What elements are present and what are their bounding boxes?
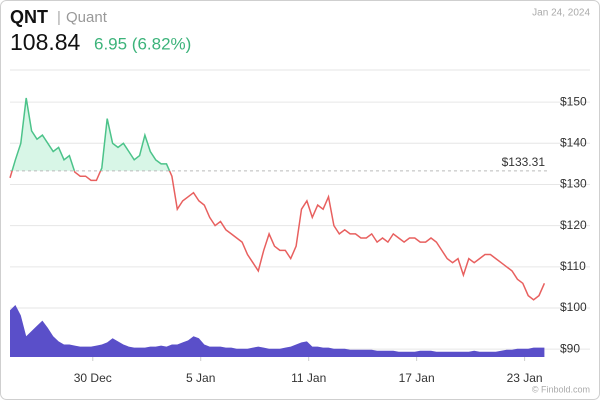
date: Jan 24, 2024	[532, 8, 590, 19]
y-tick-label: $130	[560, 177, 587, 191]
footer: © Finbold.com	[532, 384, 590, 394]
area-above-baseline	[10, 98, 545, 171]
price-change: 6.95 (6.82%)	[94, 34, 191, 53]
y-tick-label: $150	[560, 94, 587, 108]
x-tick-label: 23 Jan	[507, 371, 543, 385]
x-tick-label: 11 Jan	[291, 371, 326, 385]
y-tick-label: $140	[560, 135, 587, 149]
symbol: QNT	[10, 7, 48, 27]
y-tick-label: $100	[560, 300, 587, 314]
y-tick-label: $110	[560, 259, 586, 273]
x-tick-label: 30 Dec	[74, 371, 112, 385]
separator: |	[57, 9, 61, 26]
asset-name: Quant	[66, 9, 108, 26]
volume-area	[10, 305, 545, 357]
baseline-label: $133.31	[502, 155, 546, 169]
price-line-below	[9, 170, 546, 301]
y-tick-label: $120	[560, 218, 587, 232]
y-tick-label: $90	[560, 341, 580, 355]
x-tick-label: 17 Jan	[399, 371, 435, 385]
price: 108.84	[10, 29, 81, 55]
x-tick-label: 5 Jan	[186, 371, 215, 385]
